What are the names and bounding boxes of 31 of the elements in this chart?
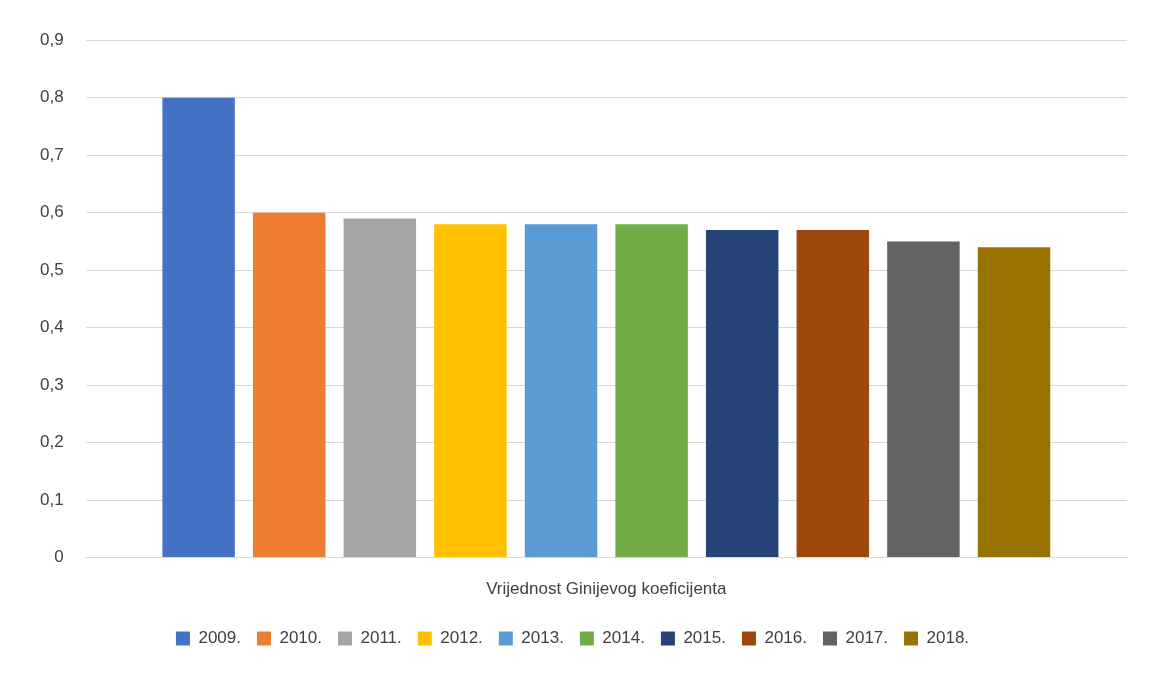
y-tick-label: 0,3: [39, 374, 64, 394]
y-tick-label: 0,6: [39, 202, 64, 222]
x-tick-label: Vrijednost Ginijevog koeficijenta: [486, 579, 728, 599]
bar: [705, 229, 779, 558]
bar: [615, 224, 688, 558]
legend-label: 2012.: [440, 628, 483, 648]
y-tick-label: 0,5: [39, 259, 64, 279]
legend-label: 2011.: [360, 628, 402, 648]
bar: [796, 229, 870, 558]
bar: [887, 241, 960, 558]
y-tick-label: 0: [54, 547, 64, 567]
y-tick-label: 0,4: [39, 317, 64, 337]
y-tick-label: 0,8: [39, 87, 64, 107]
bar: [162, 97, 235, 558]
y-tick-label: 0,7: [39, 144, 64, 164]
y-tick-label: 0,9: [39, 29, 64, 49]
bar: [252, 212, 326, 558]
legend-label: 2018.: [926, 628, 970, 648]
legend-label: 2010.: [279, 628, 323, 648]
legend-label: 2013.: [521, 628, 564, 648]
y-tick-label: 0,1: [39, 489, 64, 509]
bar: [524, 224, 598, 558]
legend-label: 2009.: [198, 628, 241, 648]
bar: [977, 247, 1051, 558]
y-tick-label: 0,2: [39, 432, 64, 452]
bar: [434, 224, 507, 558]
legend-label: 2016.: [764, 628, 807, 648]
legend-label: 2015.: [683, 628, 726, 648]
bar: [343, 218, 417, 558]
legend-label: 2017.: [845, 628, 889, 648]
legend-label: 2014.: [602, 628, 645, 648]
